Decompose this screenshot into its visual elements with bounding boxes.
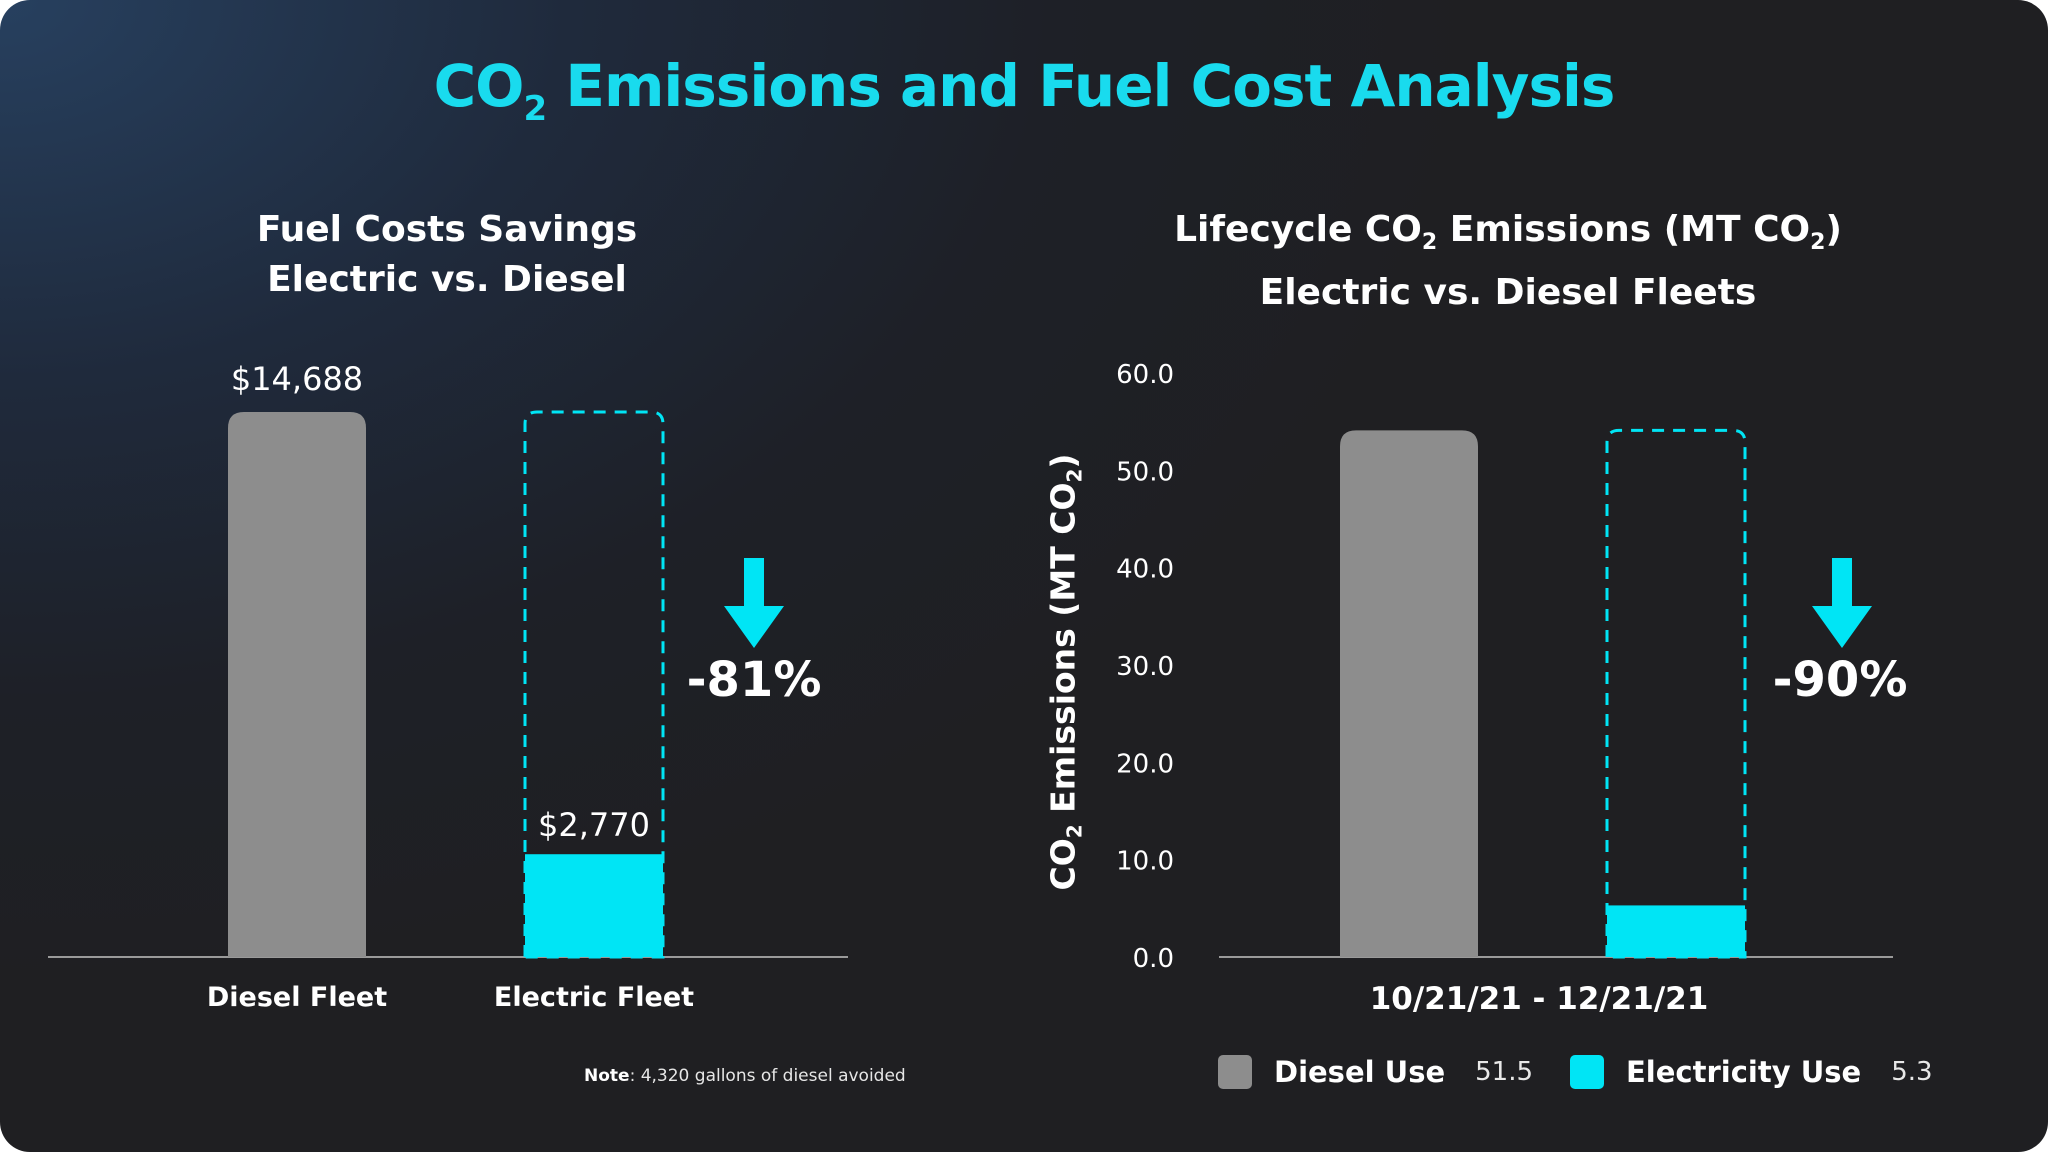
emissions-y-axis-label: CO2 Emissions (MT CO2) xyxy=(1043,453,1087,891)
legend-value-electricity: 5.3 xyxy=(1891,1057,1933,1087)
category-label-electric-fleet: Electric Fleet xyxy=(494,982,694,1013)
value-label-diesel-cost: $14,688 xyxy=(231,360,363,398)
emissions-chart-title: Lifecycle CO2 Emissions (MT CO2) Electri… xyxy=(1108,205,1908,318)
down-arrow-icon xyxy=(724,558,784,648)
legend-swatch-diesel xyxy=(1218,1055,1252,1089)
legend-item-diesel: Diesel Use 51.5 xyxy=(1218,1054,1533,1090)
reference-outline-electricity-use xyxy=(1605,428,1747,959)
emissions-x-axis-label: 10/21/21 - 12/21/21 xyxy=(1370,981,1709,1017)
category-label-diesel-fleet: Diesel Fleet xyxy=(207,982,387,1013)
emissions-title-line1: Lifecycle CO2 Emissions (MT CO2) xyxy=(1174,209,1842,255)
y-tick-label-30-0: 30.0 xyxy=(1116,652,1174,682)
legend-label-electricity: Electricity Use xyxy=(1626,1055,1862,1089)
bar-diesel-use xyxy=(1340,430,1478,958)
bar-diesel-fleet-cost xyxy=(228,412,366,957)
value-label-electric-cost: $2,770 xyxy=(538,806,650,844)
emissions-title-line2: Electric vs. Diesel Fleets xyxy=(1259,272,1757,313)
diesel-avoided-note: Note: 4,320 gallons of diesel avoided xyxy=(584,1066,906,1086)
y-tick-label-40-0: 40.0 xyxy=(1116,555,1174,585)
down-arrow-icon xyxy=(1812,558,1872,648)
reference-outline-electric-cost xyxy=(523,410,665,959)
emissions-reduction-percent: -90% xyxy=(1773,652,1908,708)
y-tick-label-60-0: 60.0 xyxy=(1116,360,1174,390)
fuel-cost-chart-title: Fuel Costs Savings Electric vs. Diesel xyxy=(47,205,847,305)
legend-label-diesel: Diesel Use xyxy=(1274,1055,1446,1089)
fuel-cost-title-line1: Fuel Costs Savings xyxy=(256,209,638,250)
bar-electric-fleet-cost xyxy=(525,854,663,957)
fuel-cost-reduction-percent: -81% xyxy=(687,652,822,708)
y-tick-label-20-0: 20.0 xyxy=(1116,749,1174,779)
page-title: CO2 Emissions and Fuel Cost Analysis xyxy=(433,52,1616,129)
legend-value-diesel: 51.5 xyxy=(1475,1057,1534,1087)
legend-item-electricity: Electricity Use 5.3 xyxy=(1570,1054,1933,1090)
bar-electricity-use xyxy=(1607,905,1745,957)
y-tick-label-50-0: 50.0 xyxy=(1116,457,1174,487)
legend-swatch-electricity xyxy=(1570,1055,1604,1089)
fuel-cost-title-line2: Electric vs. Diesel xyxy=(267,259,627,300)
y-tick-label-10-0: 10.0 xyxy=(1116,847,1174,877)
y-tick-label-0-0: 0.0 xyxy=(1133,944,1174,974)
